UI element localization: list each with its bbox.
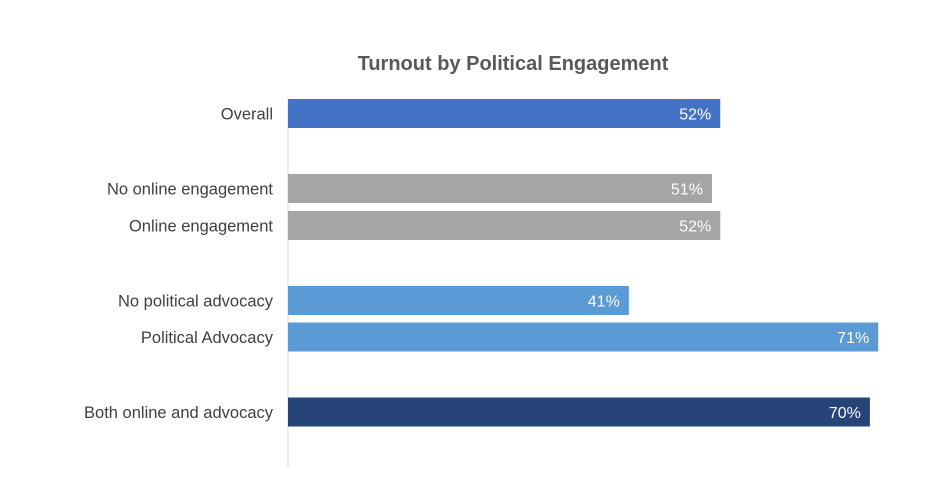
chart-title: Turnout by Political Engagement: [357, 53, 669, 75]
category-label-political-advocacy: Political Advocacy: [141, 329, 274, 347]
bar-no-political-advocacy: [288, 286, 629, 315]
data-label-online-engagement: 52%: [679, 219, 711, 236]
category-label-no-political-advocacy: No political advocacy: [118, 293, 274, 311]
data-label-overall: 52%: [679, 107, 711, 124]
category-label-overall: Overall: [221, 106, 273, 124]
bar-overall: [288, 99, 721, 128]
bar-both-online-and-advocacy: [288, 397, 870, 427]
data-label-both-online-and-advocacy: 70%: [829, 405, 861, 422]
bars-group: Overall 52% No online engagement 51% Online …: [84, 99, 879, 427]
bar-political-advocacy: [288, 322, 879, 352]
data-label-no-political-advocacy: 41%: [588, 294, 620, 311]
bar-online-engagement: [288, 211, 721, 240]
category-label-no-online-engagement: No online engagement: [107, 181, 273, 199]
category-label-both-online-and-advocacy: Both online and advocacy: [84, 404, 274, 422]
category-label-online-engagement: Online engagement: [129, 218, 273, 236]
data-label-no-online-engagement: 51%: [671, 182, 703, 199]
data-label-political-advocacy: 71%: [837, 330, 869, 347]
bar-no-online-engagement: [288, 174, 712, 203]
